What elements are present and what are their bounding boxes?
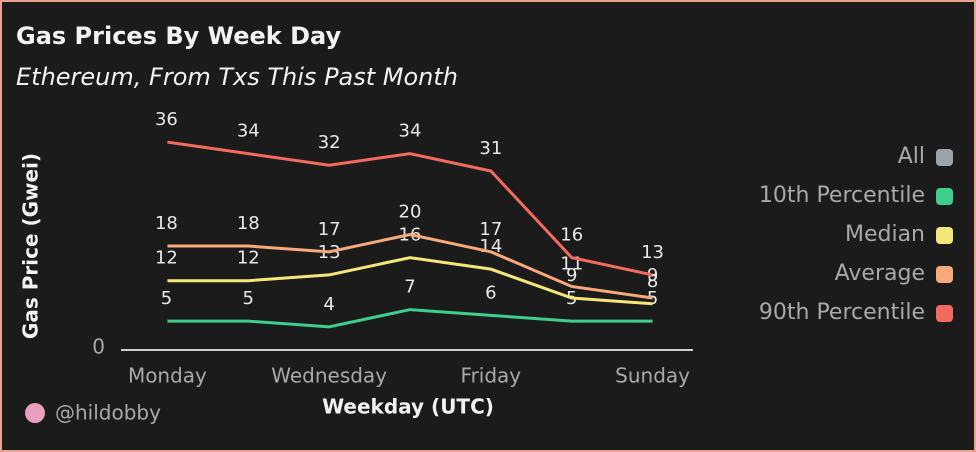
y-tick-label: 0 [92,335,105,359]
avatar [25,403,45,423]
legend-label: Median [845,222,925,247]
data-label: 36 [155,109,178,130]
data-label: 17 [479,219,502,240]
legend-label: 10th Percentile [759,183,925,208]
chart-subtitle: Ethereum, From Txs This Past Month [16,63,458,91]
chart-title: Gas Prices By Week Day [16,22,341,50]
data-label: 5 [161,288,172,309]
legend-label: All [898,144,925,169]
data-label: 6 [485,282,496,303]
data-label: 17 [318,219,341,240]
series-line [167,308,653,329]
data-label: 5 [243,288,254,309]
data-label: 8 [647,271,658,292]
data-label: 12 [237,248,260,269]
series-line [167,140,653,277]
data-label: 5 [647,288,658,309]
x-axis-label: Weekday (UTC) [322,395,494,419]
legend-swatch [936,149,953,166]
data-label: 18 [237,213,260,234]
legend-swatch [936,266,953,283]
data-label: 12 [155,248,178,269]
data-label: 9 [647,265,658,286]
x-tick-label: Wednesday [271,364,387,388]
legend-label: Average [835,261,925,286]
data-label: 32 [318,132,341,153]
data-label: 9 [566,265,577,286]
x-tick-label: Sunday [615,364,690,388]
data-label: 4 [323,294,334,315]
data-label: 16 [560,225,583,246]
x-tick-label: Monday [128,364,207,388]
series-line [167,232,653,300]
legend-swatch [936,305,953,322]
author: @hildobby [55,401,161,425]
data-label: 7 [404,277,415,298]
data-label: 18 [155,213,178,234]
data-label: 34 [399,121,422,142]
data-label: 31 [479,138,502,159]
legend-swatch [936,188,953,205]
legend-swatch [936,227,953,244]
data-label: 34 [237,121,260,142]
legend-label: 90th Percentile [759,300,925,325]
data-label: 20 [399,202,422,223]
series-line [167,256,653,306]
x-tick-label: Friday [461,364,522,388]
y-axis-label: Gas Price (Gwei) [19,153,43,339]
data-label: 13 [641,242,664,263]
